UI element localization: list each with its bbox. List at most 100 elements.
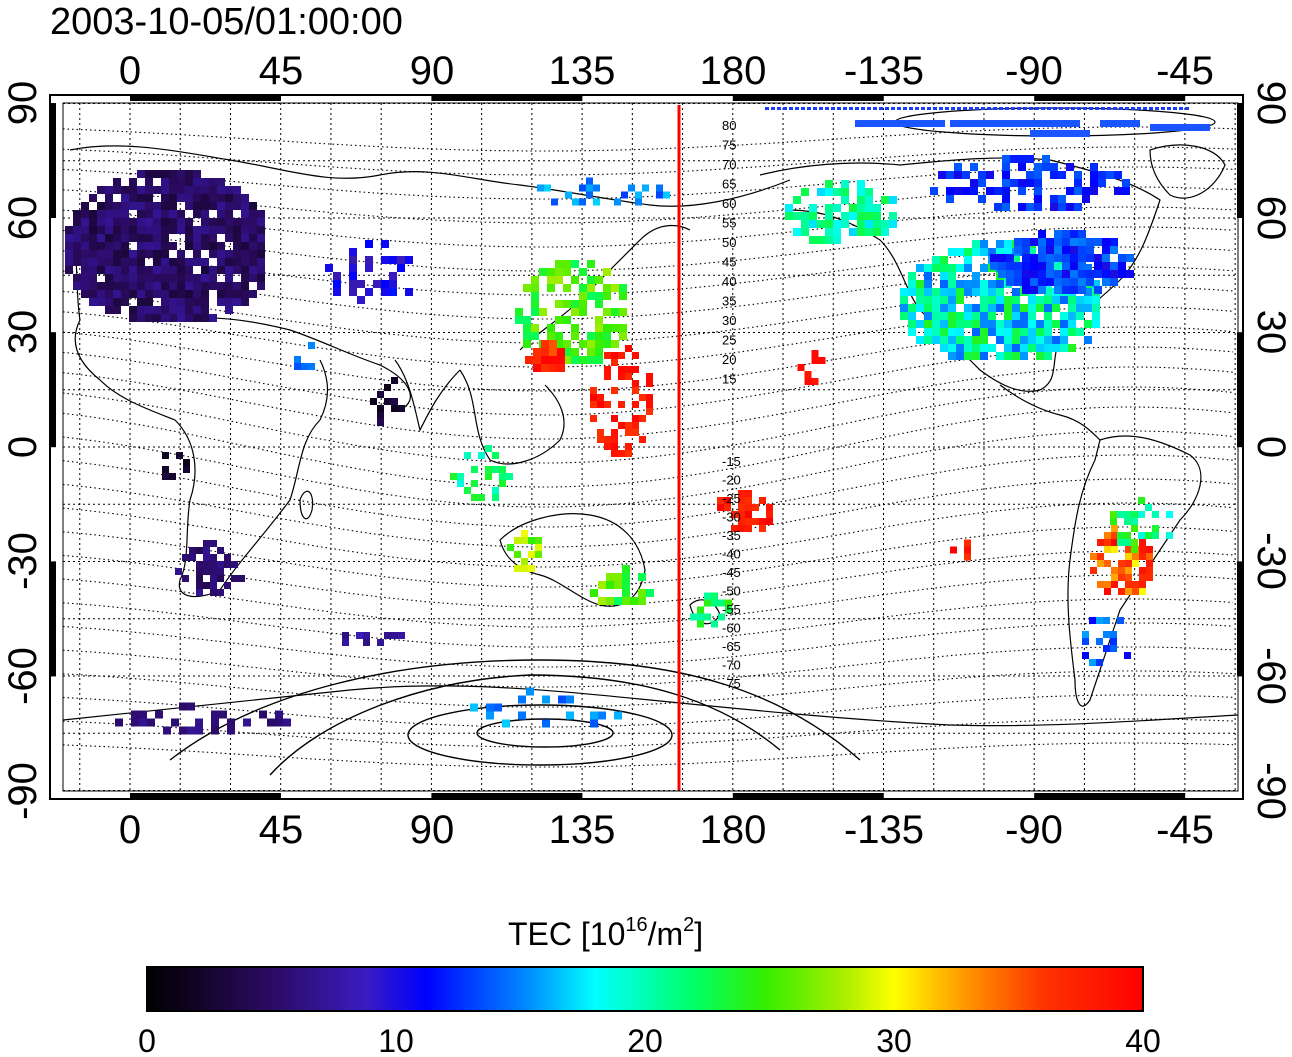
tec-pixel: [964, 264, 972, 272]
tec-pixel: [964, 539, 971, 547]
tec-pixel: [833, 188, 841, 196]
tec-pixel: [349, 280, 357, 288]
tec-pixel: [377, 412, 384, 419]
tec-pixel: [225, 226, 233, 234]
tec-pixel: [113, 218, 121, 226]
tec-pixel: [1014, 246, 1022, 254]
tec-pixel: [233, 186, 241, 194]
tec-pixel: [948, 264, 956, 272]
tec-pixel: [916, 304, 924, 312]
tec-pixel: [217, 210, 225, 218]
tec-pixel: [988, 288, 996, 296]
tec-pixel: [932, 312, 940, 320]
tec-pixel: [807, 107, 811, 110]
tec-pixel: [121, 274, 129, 282]
tec-pixel: [97, 226, 105, 234]
tec-pixel: [73, 282, 81, 290]
tec-pixel: [1052, 296, 1060, 304]
tec-pixel: [161, 178, 169, 186]
tec-pixel: [1145, 532, 1152, 539]
tec-pixel: [470, 703, 478, 712]
tec-pixel: [89, 282, 97, 290]
tec-pixel: [849, 212, 857, 220]
tec-pixel: [225, 306, 233, 314]
tec-pixel: [948, 304, 956, 312]
tec-pixel: [169, 282, 177, 290]
tec-pixel: [1005, 107, 1009, 110]
tec-pixel: [903, 107, 907, 110]
tec-pixel: [639, 394, 646, 401]
tec-pixel: [1110, 518, 1117, 525]
tec-pixel: [233, 202, 241, 210]
tec-pixel: [1044, 296, 1052, 304]
tec-pixel: [153, 170, 161, 178]
tec-pixel: [980, 320, 988, 328]
tec-pixel: [1044, 288, 1052, 296]
tec-pixel: [121, 218, 129, 226]
longitude-tick-label: -135: [844, 49, 924, 93]
tec-pixel: [950, 546, 957, 554]
tec-pixel: [1052, 336, 1060, 344]
latitude-tick-label: -30: [1249, 532, 1292, 590]
tec-pixel: [405, 256, 413, 264]
tec-pixel: [471, 494, 478, 501]
tec-pixel: [145, 274, 153, 282]
tec-pixel: [611, 436, 618, 443]
tec-pixel: [193, 210, 201, 218]
latitude-tick-label: -90: [1, 762, 45, 820]
tec-pixel: [1104, 581, 1111, 588]
tec-pixel: [217, 202, 225, 210]
tec-pixel: [889, 212, 897, 220]
contour-label: 70: [722, 157, 736, 172]
tec-pixel: [964, 553, 971, 561]
tec-pixel: [811, 357, 819, 364]
tec-pixel: [147, 718, 155, 727]
tec-pixel: [177, 298, 185, 306]
tec-pixel: [1050, 195, 1058, 203]
tec-pixel: [1065, 107, 1069, 110]
tec-pixel: [590, 401, 597, 408]
tec-pixel: [113, 178, 121, 186]
tec-pixel: [535, 544, 542, 551]
tec-pixel: [201, 290, 209, 298]
tec-pixel: [1022, 262, 1030, 270]
tec-pixel: [249, 258, 257, 266]
tec-pixel: [217, 258, 225, 266]
tec-pixel: [233, 266, 241, 274]
tec-pixel: [176, 452, 183, 459]
tec-pixel: [571, 332, 579, 340]
tec-pixel: [861, 107, 865, 110]
magnetic-contour: [63, 550, 1234, 608]
tec-pixel: [365, 288, 373, 296]
tec-pixel: [1068, 320, 1076, 328]
tec-pixel: [611, 415, 618, 422]
tec-pixel: [65, 258, 73, 266]
tec-pixel: [535, 537, 542, 544]
tec-pixel: [916, 320, 924, 328]
latitude-tick-label: 0: [1, 436, 45, 458]
tec-pixel: [1004, 312, 1012, 320]
tec-pixel: [507, 544, 514, 551]
tec-pixel: [105, 218, 113, 226]
tec-pixel: [1102, 262, 1110, 270]
tec-pixel: [1060, 328, 1068, 336]
tec-pixel: [1086, 254, 1094, 262]
tec-pixel: [908, 288, 916, 296]
tec-pixel: [233, 194, 241, 202]
tec-pixel: [833, 204, 841, 212]
tec-pixel: [1066, 187, 1074, 195]
tec-pixel: [365, 240, 373, 248]
tec-pixel: [209, 186, 217, 194]
tec-pixel: [249, 250, 257, 258]
colorbar-tick-label: 0: [138, 1023, 156, 1057]
tec-pixel: [485, 445, 492, 452]
tec-pixel: [972, 344, 980, 352]
tec-pixel: [801, 228, 809, 236]
tec-pixel: [1124, 511, 1131, 518]
tec-pixel: [97, 242, 105, 250]
tec-pixel: [185, 194, 193, 202]
tec-pixel: [81, 234, 89, 242]
tec-pixel: [948, 352, 956, 360]
tec-pixel: [1004, 352, 1012, 360]
tec-pixel: [193, 258, 201, 266]
